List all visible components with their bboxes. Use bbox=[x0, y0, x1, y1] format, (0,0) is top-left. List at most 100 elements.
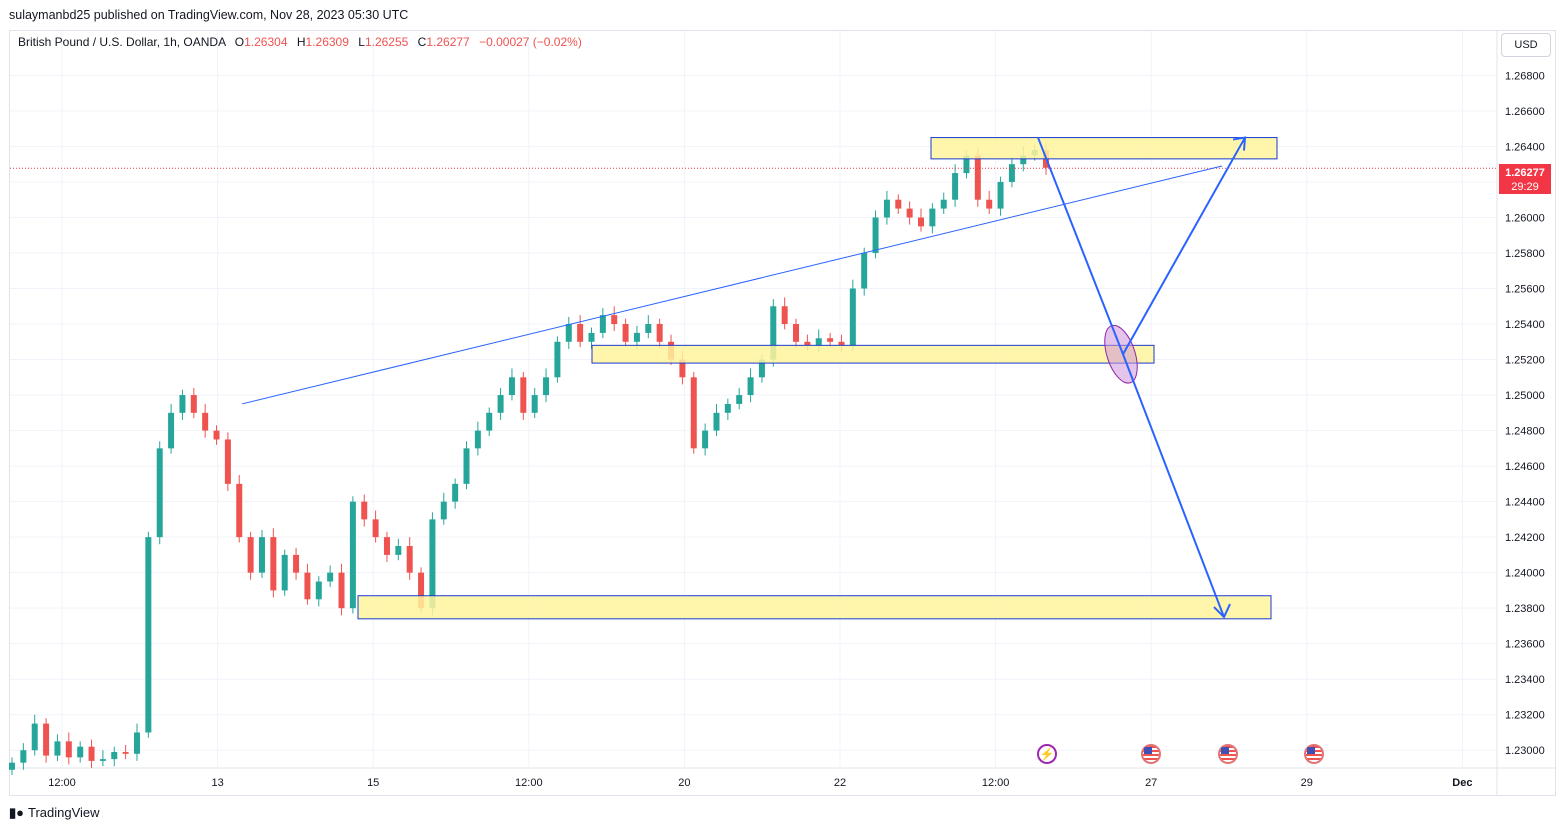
candle-body bbox=[247, 537, 254, 573]
y-tick-label: 1.23000 bbox=[1505, 745, 1545, 757]
us-flag-icon[interactable] bbox=[1218, 744, 1238, 764]
x-tick-label: 20 bbox=[678, 777, 690, 789]
candle-body bbox=[781, 306, 788, 325]
candle-body bbox=[543, 377, 550, 396]
candle-body bbox=[883, 199, 890, 218]
candle-body bbox=[224, 439, 231, 484]
candle-body bbox=[111, 752, 118, 760]
candle-body bbox=[838, 341, 845, 346]
candle-body bbox=[758, 359, 765, 378]
y-tick-label: 1.26800 bbox=[1505, 70, 1545, 82]
candle-body bbox=[633, 332, 640, 342]
candle-body bbox=[9, 762, 15, 770]
last-price-tag: 1.26277 29:29 bbox=[1499, 164, 1551, 194]
y-tick-label: 1.25200 bbox=[1505, 355, 1545, 367]
candle-body bbox=[827, 338, 834, 342]
arrow-head-up bbox=[1232, 136, 1247, 151]
candle-body bbox=[656, 324, 663, 342]
candle-body bbox=[736, 395, 743, 404]
candle-body bbox=[213, 430, 220, 440]
last-price-value: 1.26277 bbox=[1505, 167, 1545, 179]
candle-body bbox=[65, 741, 72, 758]
candle-body bbox=[713, 412, 720, 431]
candle-body bbox=[156, 448, 163, 538]
candle-body bbox=[122, 752, 129, 754]
sr-zone bbox=[930, 137, 1278, 160]
y-tick-label: 1.26400 bbox=[1505, 141, 1545, 153]
close-label: C bbox=[417, 35, 427, 49]
candle-body bbox=[554, 341, 561, 378]
candle-body bbox=[588, 332, 595, 342]
candle-body bbox=[974, 155, 981, 200]
candle-body bbox=[747, 377, 754, 396]
high-label: H bbox=[296, 35, 306, 49]
currency-button[interactable]: USD bbox=[1501, 33, 1551, 57]
candle-body bbox=[133, 732, 140, 754]
y-tick-label: 1.25800 bbox=[1505, 248, 1545, 260]
candle-body bbox=[702, 430, 709, 449]
candle-body bbox=[338, 572, 345, 609]
lightning-icon[interactable]: ⚡ bbox=[1037, 744, 1057, 764]
candle-body bbox=[520, 377, 527, 413]
bar-countdown: 29:29 bbox=[1511, 181, 1539, 193]
candle-body bbox=[940, 199, 947, 209]
candle-body bbox=[577, 324, 584, 342]
candle-body bbox=[565, 324, 572, 342]
symbol-name[interactable]: British Pound / U.S. Dollar, 1h, OANDA bbox=[18, 35, 226, 49]
x-tick-label: 12:00 bbox=[982, 777, 1010, 789]
candle-body bbox=[293, 554, 300, 573]
candle-body bbox=[474, 430, 481, 449]
candle-body bbox=[54, 741, 61, 756]
candle-body bbox=[952, 173, 959, 200]
candle-body bbox=[531, 395, 538, 413]
chart-frame bbox=[9, 30, 1556, 796]
sr-zone bbox=[591, 344, 1155, 364]
candle-body bbox=[281, 554, 288, 591]
candle-body bbox=[679, 359, 686, 378]
candle-body bbox=[1020, 155, 1027, 165]
candle-body bbox=[418, 572, 425, 609]
footer-brand: ▮● TradingView bbox=[9, 805, 100, 821]
y-tick-label: 1.24600 bbox=[1505, 461, 1545, 473]
y-tick-label: 1.25000 bbox=[1505, 390, 1545, 402]
y-tick-label: 1.24800 bbox=[1505, 426, 1545, 438]
candle-body bbox=[406, 546, 413, 573]
candle-body bbox=[145, 537, 152, 733]
candle-body bbox=[349, 501, 356, 609]
candle-body bbox=[88, 746, 95, 761]
candle-body bbox=[77, 746, 84, 758]
y-tick-label: 1.25400 bbox=[1505, 319, 1545, 331]
x-tick-label: 22 bbox=[834, 777, 846, 789]
y-tick-label: 1.26000 bbox=[1505, 212, 1545, 224]
sr-zone bbox=[357, 595, 1272, 620]
candle-body bbox=[895, 199, 902, 209]
y-tick-label: 1.23200 bbox=[1505, 710, 1545, 722]
high-value: 1.26309 bbox=[305, 35, 349, 49]
candle-body bbox=[861, 252, 868, 289]
candle-body bbox=[986, 199, 993, 209]
candle-body bbox=[236, 483, 243, 538]
candle-body bbox=[872, 217, 879, 253]
candle-body bbox=[997, 181, 1004, 209]
y-tick-label: 1.23800 bbox=[1505, 603, 1545, 615]
us-flag-icon[interactable] bbox=[1304, 744, 1324, 764]
y-tick-label: 1.24400 bbox=[1505, 497, 1545, 509]
x-tick-label: 27 bbox=[1145, 777, 1157, 789]
candle-body bbox=[645, 324, 652, 333]
tradingview-logo-icon: ▮● bbox=[9, 805, 25, 820]
candle-body bbox=[372, 519, 379, 538]
projection-path bbox=[1037, 137, 1246, 618]
candle-body bbox=[179, 395, 186, 413]
us-flag-icon[interactable] bbox=[1141, 744, 1161, 764]
candle-body bbox=[361, 501, 368, 520]
candle-body bbox=[429, 519, 436, 609]
candle-body bbox=[463, 448, 470, 484]
symbol-legend: British Pound / U.S. Dollar, 1h, OANDA O… bbox=[18, 35, 582, 49]
candle-body bbox=[906, 208, 913, 218]
candle-body bbox=[804, 341, 811, 346]
x-tick-label: 13 bbox=[211, 777, 223, 789]
trendline bbox=[241, 165, 1223, 405]
candle-body bbox=[622, 324, 629, 342]
y-tick-label: 1.26600 bbox=[1505, 106, 1545, 118]
